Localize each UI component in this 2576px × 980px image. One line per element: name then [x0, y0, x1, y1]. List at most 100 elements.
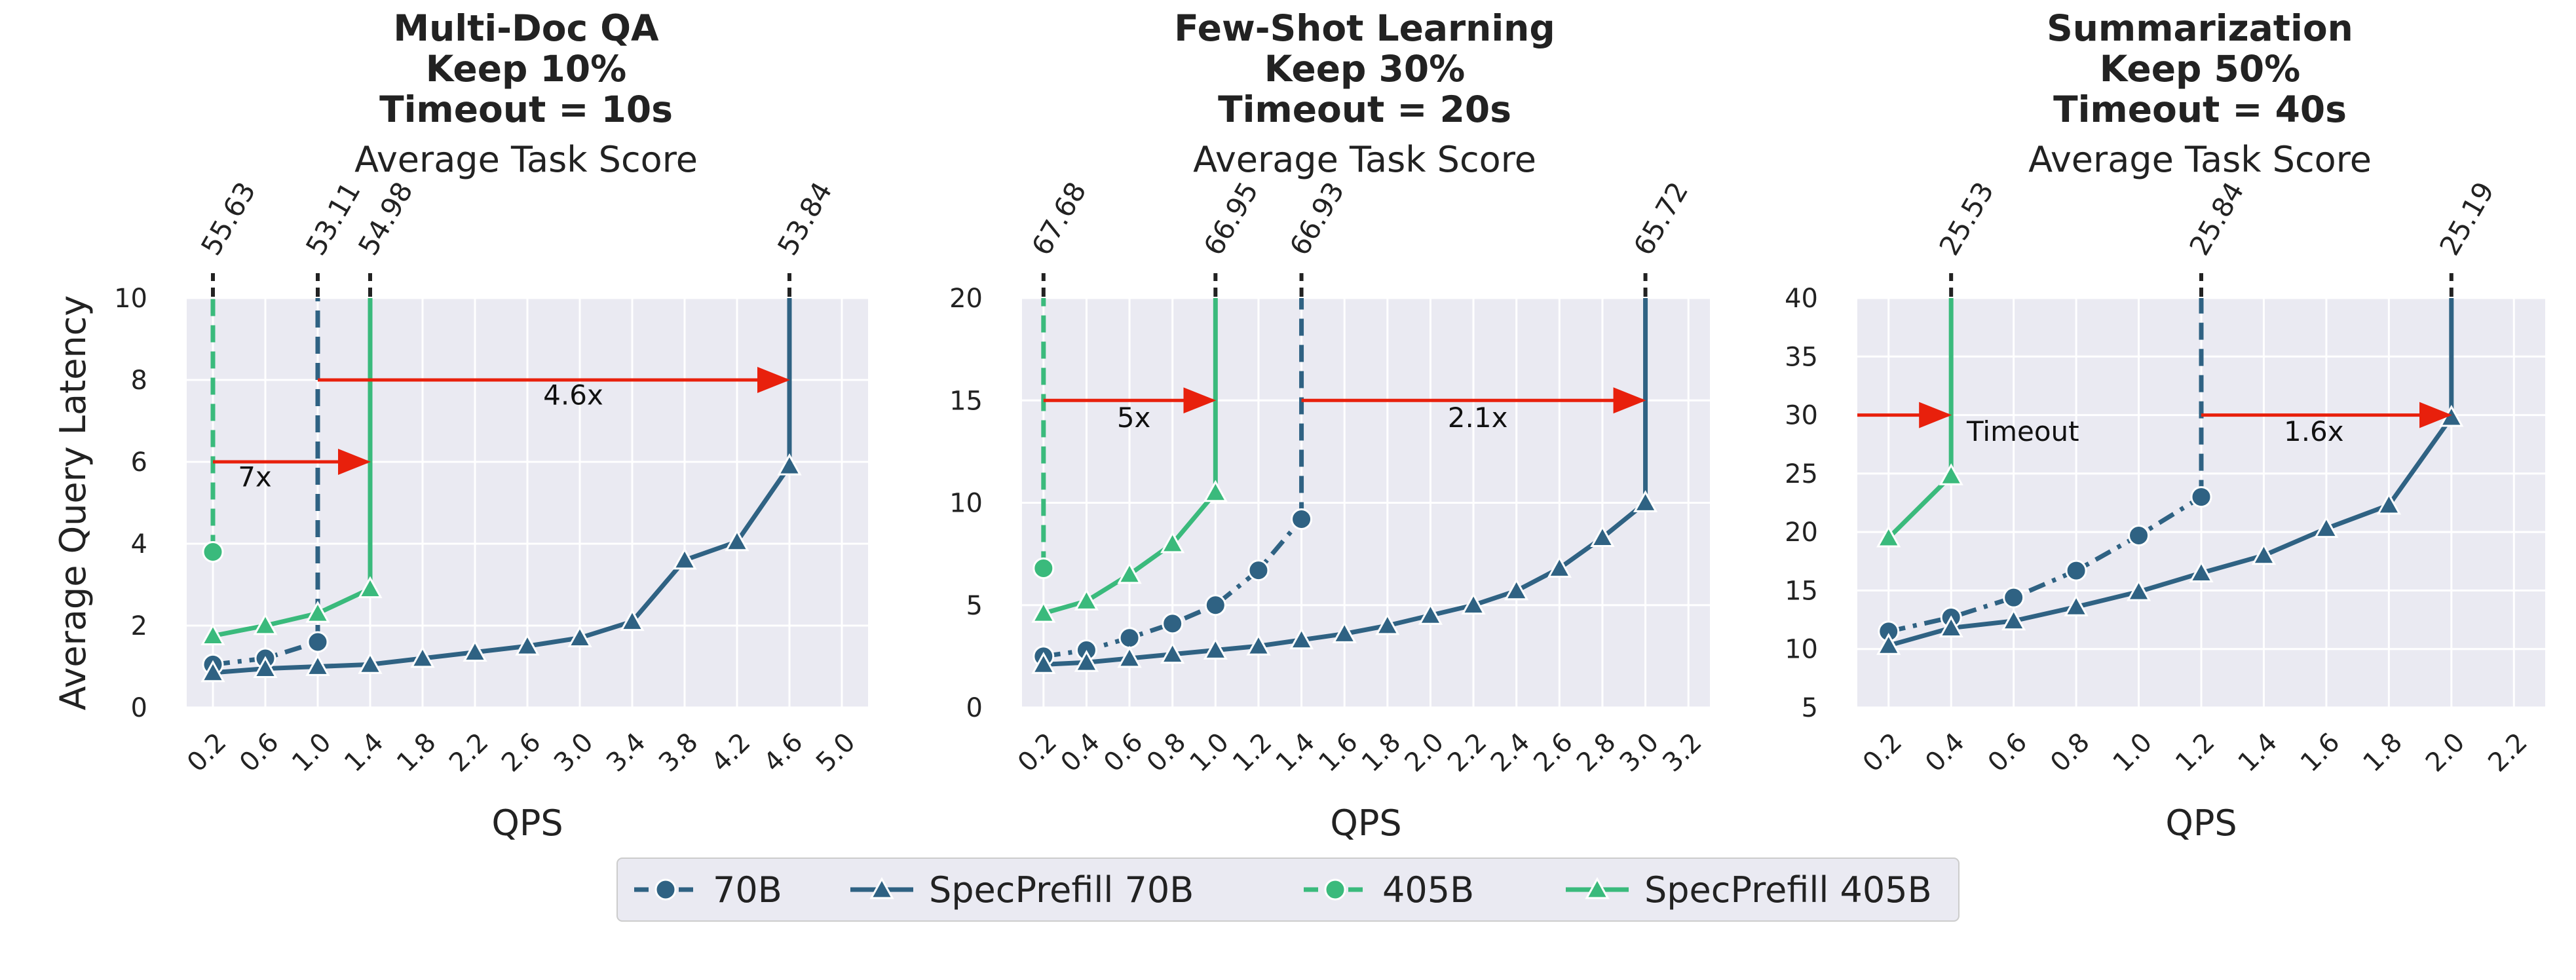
x-tick-label: 0.2 [181, 727, 233, 778]
data-point-70b [2065, 559, 2087, 582]
data-point-specprefill-70b [1461, 592, 1486, 615]
legend-marker [1324, 878, 1346, 901]
x-tick-label: 5.0 [810, 727, 862, 778]
data-point-specprefill-70b [2189, 560, 2214, 583]
y-tick-label: 40 [1785, 284, 1818, 314]
task-score-label: 25.53 [1933, 176, 2000, 261]
x-tick-label: 2.2 [444, 727, 495, 778]
chart-title: Timeout = 40s [2053, 88, 2347, 130]
x-tick-label: 0.6 [1098, 727, 1149, 778]
x-tick-label: 3.2 [1657, 727, 1708, 778]
data-point-specprefill-70b [358, 652, 383, 674]
chart-subtitle: Average Task Score [2028, 139, 2372, 180]
y-tick-label: 15 [949, 386, 983, 416]
y-tick-label: 35 [1785, 342, 1818, 372]
x-tick-label: 1.6 [1313, 727, 1364, 778]
x-tick-label: 2.2 [2482, 727, 2533, 778]
x-axis-label: QPS [1330, 802, 1401, 844]
panels: 0.2 0.6 1.0 1.4 1.8 2.2 2.6 3.0 3.4 3.8 4.2 4.6 5.00… [52, 7, 2545, 844]
data-point-specprefill-70b [1246, 633, 1271, 656]
chart-title: Timeout = 10s [379, 88, 673, 130]
data-point-70b [2128, 525, 2150, 546]
chart-panel-3: 0.2 0.4 0.6 0.8 1.0 1.2 1.4 1.6 1.8 2.0 2.2 5 10 15 20… [1785, 7, 2545, 844]
data-point-specprefill-70b [1504, 578, 1529, 601]
x-axis-label: QPS [491, 802, 563, 844]
data-point-specprefill-70b [2064, 594, 2089, 616]
x-tick-label: 1.0 [1184, 727, 1235, 778]
x-tick-label: 2.8 [1571, 727, 1622, 778]
x-tick-label: 0.2 [1012, 727, 1063, 778]
legend-label: 70B [713, 869, 782, 911]
data-point-specprefill-70b [1074, 650, 1099, 672]
x-tick-label: 1.8 [391, 727, 442, 778]
annotation-text: Timeout [1966, 415, 2079, 447]
data-point-specprefill-70b [725, 529, 749, 552]
series-line-specprefill-70b [212, 464, 791, 675]
data-point-specprefill-70b [1375, 612, 1400, 635]
data-point-specprefill-405b [1117, 561, 1142, 584]
data-point-specprefill-70b [2314, 516, 2339, 538]
task-score-label: 53.84 [771, 176, 839, 261]
y-tick-label: 5 [966, 591, 983, 621]
speedup-label: 2.1x [1448, 402, 1508, 434]
chart-title: Keep 30% [1264, 48, 1465, 90]
x-tick-label: 3.0 [1614, 727, 1665, 778]
task-score-label: 66.95 [1198, 176, 1265, 261]
data-point-specprefill-70b [200, 660, 225, 683]
legend: 70B SpecPrefill 70B 405B SpecPrefill 405B [616, 857, 1960, 922]
data-point-70b [1291, 508, 1313, 530]
data-point-specprefill-70b [1117, 645, 1142, 668]
task-score-label: 66.93 [1283, 176, 1351, 261]
chart-subtitle: Average Task Score [1193, 139, 1536, 180]
data-point-specprefill-405b [253, 612, 278, 635]
data-point-specprefill-70b [567, 625, 592, 648]
x-tick-label: 0.6 [234, 727, 285, 778]
series-line-specprefill-70b [1887, 416, 2453, 648]
data-point-specprefill-70b [1160, 641, 1185, 664]
data-point-specprefill-70b [1590, 525, 1615, 548]
chart-title: Timeout = 20s [1218, 88, 1511, 130]
task-score-label: 54.98 [352, 176, 419, 261]
data-point-specprefill-70b [777, 453, 802, 476]
data-point-70b [307, 631, 329, 653]
task-score-label: 67.68 [1025, 176, 1093, 261]
data-point-specprefill-70b [305, 654, 330, 676]
x-tick-label: 2.0 [1399, 727, 1450, 778]
legend-marker [654, 878, 677, 901]
data-point-specprefill-405b [1939, 463, 1963, 485]
data-point-specprefill-70b [2126, 579, 2151, 601]
task-score-label: 25.19 [2433, 176, 2501, 261]
data-point-specprefill-70b [1633, 490, 1658, 512]
x-tick-label: 3.0 [548, 727, 599, 778]
data-point-specprefill-70b [1876, 633, 1901, 655]
x-tick-label: 1.4 [2233, 727, 2284, 778]
y-tick-label: 6 [131, 447, 147, 478]
chart-title: Multi-Doc QA [393, 7, 659, 49]
data-point-specprefill-70b [1332, 621, 1357, 643]
data-point-specprefill-70b [2376, 492, 2402, 515]
data-point-70b [1204, 594, 1226, 616]
data-point-70b [2003, 586, 2025, 609]
data-point-specprefill-70b [1289, 627, 1314, 650]
y-tick-label: 10 [1785, 635, 1818, 665]
y-tick-label: 20 [1785, 518, 1818, 548]
data-point-specprefill-405b [305, 601, 330, 623]
x-tick-label: 2.4 [1485, 727, 1536, 778]
data-point-specprefill-70b [2001, 608, 2026, 631]
chart-subtitle: Average Task Score [354, 139, 698, 180]
data-point-specprefill-405b [1160, 531, 1185, 554]
data-point-70b [1162, 612, 1184, 635]
x-tick-label: 3.8 [653, 727, 704, 778]
data-point-specprefill-405b [1074, 588, 1099, 611]
data-point-specprefill-70b [620, 609, 645, 631]
series-line-specprefill-405b [1887, 474, 1953, 540]
x-tick-label: 1.4 [339, 727, 390, 778]
speedup-label: 1.6x [2284, 415, 2344, 447]
x-tick-label: 1.8 [2357, 727, 2408, 778]
chart-panel-2: 0.20.40.60.81.01.21.41.61.82.02.22.42.62… [949, 7, 1710, 844]
data-point-specprefill-405b [358, 576, 383, 599]
x-tick-label: 1.0 [286, 727, 337, 778]
data-point-405b [202, 541, 224, 563]
x-tick-label: 1.2 [2170, 727, 2221, 778]
x-tick-label: 4.2 [706, 727, 757, 778]
